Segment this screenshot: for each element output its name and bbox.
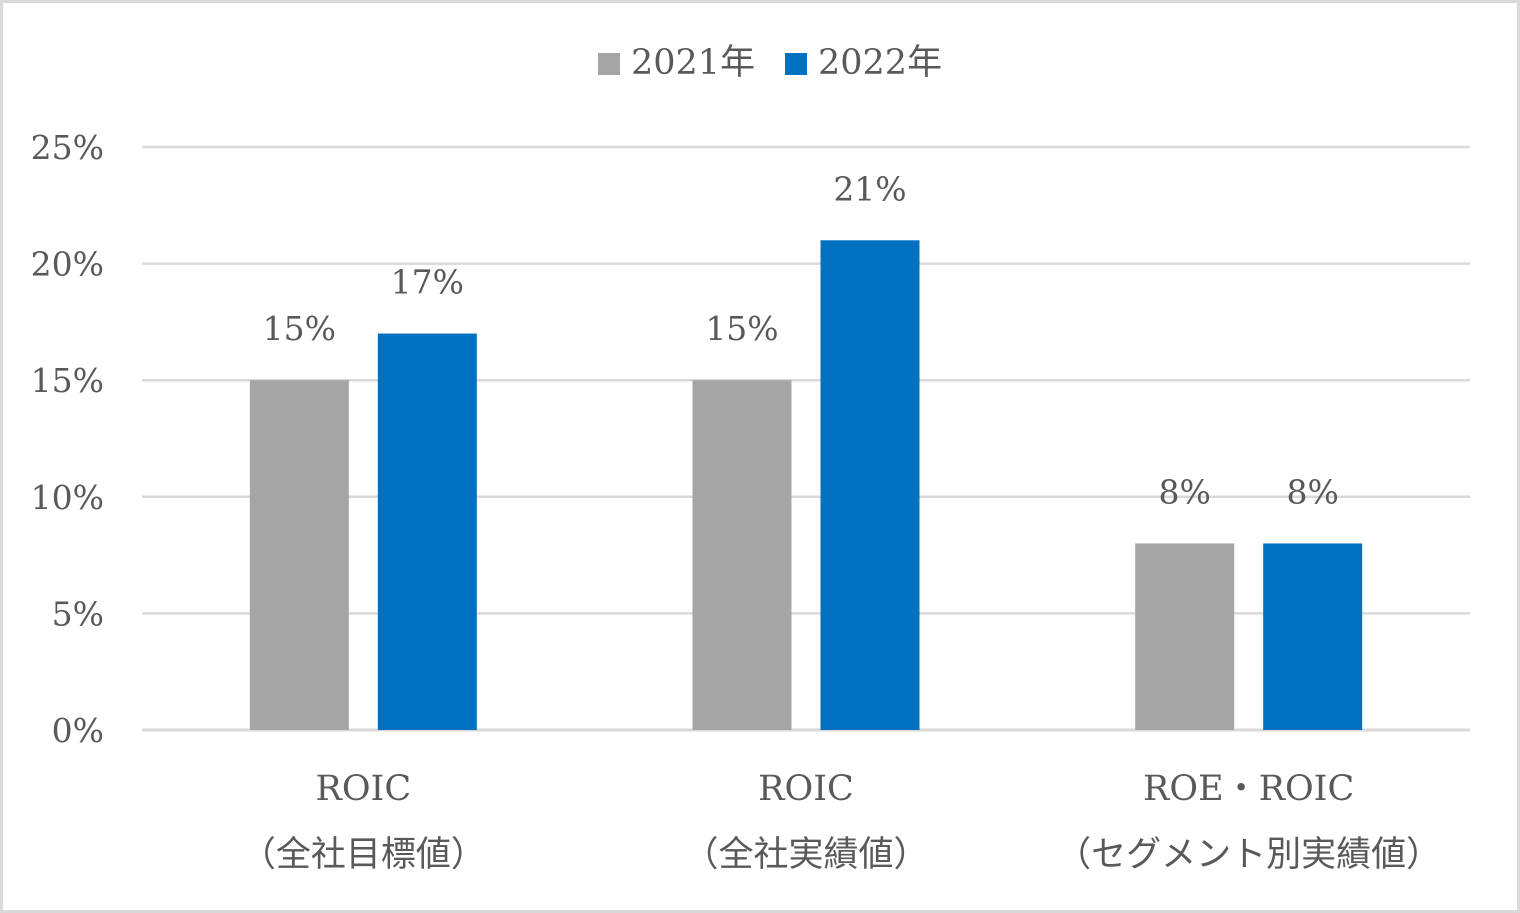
legend-swatch-2022 bbox=[785, 53, 807, 75]
data-label: 15% bbox=[263, 309, 336, 348]
bar-2021-0 bbox=[249, 380, 349, 730]
bar-2021-2 bbox=[1135, 543, 1235, 730]
y-tick-label: 10% bbox=[31, 478, 104, 517]
y-tick-label: 5% bbox=[52, 594, 104, 633]
legend-swatch-2021 bbox=[598, 53, 620, 75]
bar-2022-2 bbox=[1263, 543, 1363, 730]
data-labels: 15% 17% 15% 21% 8% 8% bbox=[263, 169, 1339, 511]
legend-label-2022: 2022年 bbox=[818, 43, 942, 83]
y-tick-label: 0% bbox=[52, 711, 104, 750]
x-category-label-line2: （全社実績値） bbox=[683, 835, 928, 875]
y-axis-ticks: 0% 5% 10% 15% 20% 25% bbox=[31, 128, 104, 750]
data-label: 8% bbox=[1158, 472, 1210, 511]
x-category-label-line1: ROE・ROIC bbox=[1143, 769, 1354, 809]
y-tick-label: 25% bbox=[31, 128, 104, 167]
y-tick-label: 15% bbox=[31, 361, 104, 400]
bar-2022-1 bbox=[820, 240, 920, 730]
legend: 2021年 2022年 bbox=[598, 43, 942, 83]
x-category-label-line2: （全社目標値） bbox=[241, 835, 486, 875]
data-label: 17% bbox=[391, 263, 464, 302]
data-label: 8% bbox=[1286, 472, 1338, 511]
x-axis-categories: ROIC （全社目標値） ROIC （全社実績値） ROE・ROIC （セグメント別実績値… bbox=[241, 769, 1441, 875]
legend-label-2021: 2021年 bbox=[631, 43, 755, 83]
data-label: 15% bbox=[705, 309, 778, 348]
bars bbox=[249, 240, 1363, 730]
bar-2022-0 bbox=[377, 333, 477, 730]
bar-2021-1 bbox=[692, 380, 792, 730]
x-category-label-line1: ROIC bbox=[758, 769, 854, 809]
gridlines bbox=[142, 145, 1470, 732]
x-category-label-line2: （セグメント別実績値） bbox=[1056, 835, 1441, 875]
x-category-label-line1: ROIC bbox=[316, 769, 412, 809]
y-tick-label: 20% bbox=[31, 245, 104, 284]
data-label: 21% bbox=[833, 169, 906, 208]
